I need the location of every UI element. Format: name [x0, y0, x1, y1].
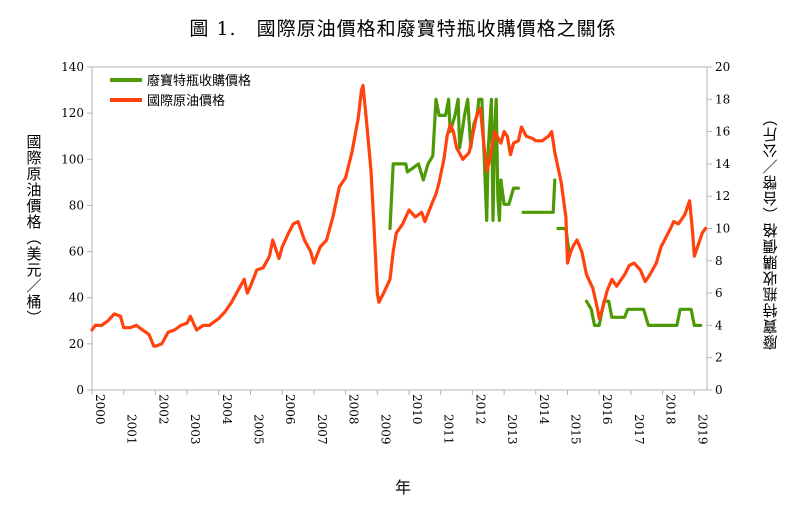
x-tick-label: 2007	[315, 414, 329, 445]
y-right-tick-label: 8	[715, 254, 723, 268]
y-right-tick-label: 18	[715, 92, 730, 106]
y-left-tick-label: 60	[69, 245, 84, 259]
x-tick-label: 2000	[93, 394, 107, 425]
y-axis-right-label: 廢寶特瓶收購價格（台幣／公斤）	[761, 110, 780, 350]
chart-title: 圖 1. 國際原油價格和廢寶特瓶收購價格之關係	[189, 18, 617, 40]
axes-layer: 0 20 40 60 80 100 120 140 0 2 4 6 8 10 12 14 16 18 20 2000 2…	[61, 60, 731, 445]
x-tick-label: 2011	[442, 414, 456, 445]
y-left-tick-label: 140	[61, 60, 84, 74]
y-right-tick-label: 16	[715, 125, 730, 139]
y-left-tick-label: 40	[69, 291, 84, 305]
x-tick-label: 2009	[378, 414, 392, 445]
y-right-tick-label: 4	[715, 318, 723, 332]
x-tick-label: 2019	[695, 414, 709, 445]
y-right-tick-label: 12	[715, 189, 730, 203]
x-tick-label: 2010	[410, 394, 424, 425]
series-line-pet-bottle-price-3	[584, 299, 703, 327]
y-right-tick-label: 20	[715, 60, 730, 74]
y-left-tick-label: 120	[61, 106, 84, 120]
y-right-tick-label: 0	[715, 383, 723, 397]
x-tick-label: 2018	[664, 394, 678, 425]
x-tick-label: 2015	[569, 414, 583, 445]
x-tick-label: 2008	[347, 394, 361, 425]
series-line-pet-bottle-price-1	[521, 178, 557, 214]
y-left-tick-label: 80	[69, 198, 84, 212]
x-tick-label: 2005	[252, 414, 266, 445]
x-tick-label: 2006	[283, 394, 297, 425]
y-left-tick-label: 20	[69, 337, 84, 351]
y-left-tick-label: 0	[76, 383, 84, 397]
x-tick-label: 2014	[537, 394, 551, 425]
y-right-tick-label: 2	[715, 351, 723, 365]
x-tick-label: 2001	[125, 414, 139, 445]
x-tick-label: 2016	[600, 394, 614, 425]
x-tick-label: 2002	[156, 394, 170, 425]
x-tick-label: 2017	[632, 414, 646, 445]
series-line-crude-oil-price-0	[90, 83, 707, 348]
series-layer	[90, 83, 707, 348]
y-right-tick-label: 10	[715, 222, 730, 236]
legend-entry-label: 廢寶特瓶收購價格	[147, 73, 251, 89]
legend-entry-label: 國際原油價格	[147, 93, 225, 109]
x-tick-label: 2013	[505, 414, 519, 445]
y-right-tick-label: 6	[715, 286, 723, 300]
x-tick-label: 2012	[473, 394, 487, 425]
x-tick-label: 2004	[220, 394, 234, 425]
y-axis-left-label: 國際原油價格（美元／桶）	[24, 134, 43, 326]
y-right-tick-label: 14	[715, 157, 731, 171]
x-axis-label: 年	[394, 478, 411, 497]
y-left-tick-label: 100	[61, 152, 84, 166]
x-tick-label: 2003	[188, 414, 202, 445]
